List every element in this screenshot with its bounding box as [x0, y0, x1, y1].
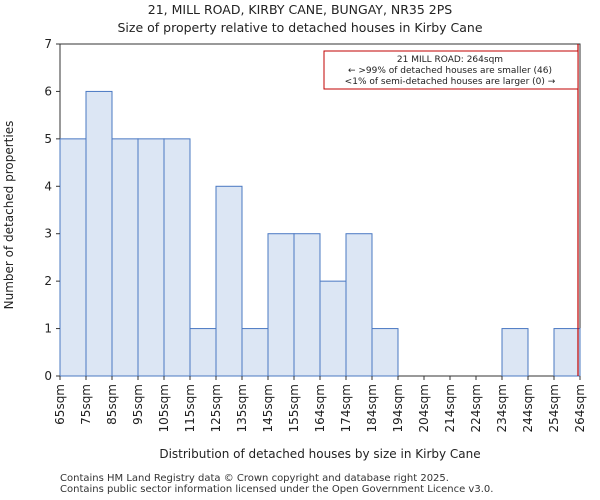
- x-tick-label: 145sqm: [261, 384, 275, 432]
- x-tick-label: 194sqm: [391, 384, 405, 432]
- x-tick-label: 214sqm: [443, 384, 457, 432]
- bar-65sqm: [59, 138, 87, 377]
- x-tick-label: 244sqm: [521, 384, 535, 432]
- y-tick-label: 4: [44, 179, 52, 193]
- x-tick-label: 174sqm: [339, 384, 353, 432]
- bar-115sqm: [189, 328, 217, 377]
- x-tick-label: 75sqm: [79, 384, 93, 425]
- footer-line-2: Contains public sector information licen…: [60, 484, 494, 495]
- x-tick-label: 184sqm: [365, 384, 379, 432]
- y-tick-label: 5: [44, 132, 52, 146]
- bar-155sqm: [293, 233, 321, 377]
- x-tick-label: 85sqm: [105, 384, 119, 425]
- y-tick-label: 7: [44, 37, 52, 51]
- chart-title: 21, MILL ROAD, KIRBY CANE, BUNGAY, NR35 …: [148, 2, 453, 17]
- bar-145sqm: [267, 233, 295, 377]
- annotation-line-3: <1% of semi-detached houses are larger (…: [345, 77, 556, 87]
- footer-line-1: Contains HM Land Registry data © Crown c…: [60, 473, 449, 484]
- y-tick-label: 2: [44, 274, 52, 288]
- annotation-box: [323, 50, 579, 90]
- x-axis-label: Distribution of detached houses by size …: [159, 447, 480, 461]
- annotation-line-1: 21 MILL ROAD: 264sqm: [397, 55, 503, 65]
- annotation-line-2: ← >99% of detached houses are smaller (4…: [348, 66, 552, 76]
- bar-234sqm: [501, 328, 529, 377]
- y-tick-label: 0: [44, 369, 52, 383]
- x-tick-label: 95sqm: [131, 384, 145, 425]
- y-axis-label: Number of detached properties: [2, 121, 16, 310]
- bar-184sqm: [371, 328, 399, 377]
- x-tick-label: 164sqm: [313, 384, 327, 432]
- x-tick-label: 115sqm: [183, 384, 197, 432]
- bar-254sqm: [553, 328, 581, 377]
- x-tick-label: 224sqm: [469, 384, 483, 432]
- x-tick-label: 125sqm: [209, 384, 223, 432]
- x-tick-label: 65sqm: [53, 384, 67, 425]
- x-axis: 65sqm 75sqm 85sqm 95sqm 105sqm 115sqm 125sqm 13…: [53, 376, 587, 432]
- y-tick-label: 3: [44, 227, 52, 241]
- bar-135sqm: [241, 328, 269, 377]
- x-tick-label: 135sqm: [235, 384, 249, 432]
- bars-group: [59, 90, 581, 377]
- x-tick-label: 234sqm: [495, 384, 509, 432]
- x-tick-label: 254sqm: [547, 384, 561, 432]
- bar-164sqm: [319, 280, 347, 377]
- x-tick-label: 155sqm: [287, 384, 301, 432]
- chart-subtitle: Size of property relative to detached ho…: [117, 20, 482, 35]
- bar-85sqm: [111, 138, 139, 377]
- bar-105sqm: [163, 138, 191, 377]
- y-axis: 0 1 2 3 4 5 6 7: [44, 37, 60, 383]
- x-tick-label: 264sqm: [573, 384, 587, 432]
- x-tick-label: 204sqm: [417, 384, 431, 432]
- y-tick-label: 6: [44, 84, 52, 98]
- bar-174sqm: [345, 233, 373, 377]
- y-tick-label: 1: [44, 322, 52, 336]
- x-tick-label: 105sqm: [157, 384, 171, 432]
- bar-125sqm: [215, 185, 243, 377]
- bar-75sqm: [85, 90, 113, 377]
- bar-95sqm: [137, 138, 165, 377]
